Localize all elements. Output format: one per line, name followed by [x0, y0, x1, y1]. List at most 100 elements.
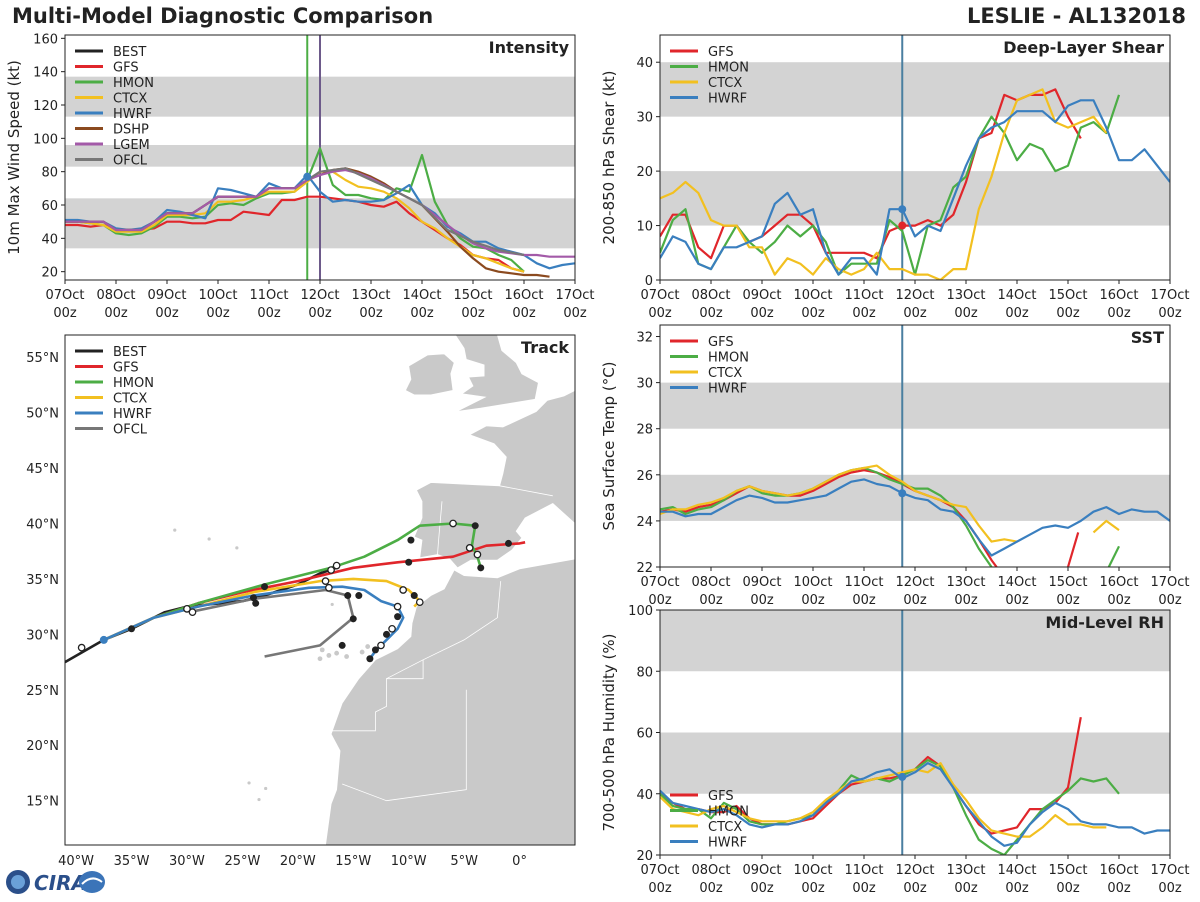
sst-xtick-hour: 00z	[1107, 593, 1131, 608]
track-legend-label-ctcx: CTCX	[113, 392, 147, 407]
track-position-hollow-12	[473, 550, 482, 559]
sst-ytick-label: 28	[636, 423, 653, 438]
sst-xtick-hour: 00z	[801, 593, 825, 608]
track-position-hollow-8	[399, 586, 408, 594]
rh-title: Mid-Level RH	[1045, 613, 1164, 632]
intensity-legend-label-ofcl: OFCL	[113, 154, 148, 169]
track-lat-label: 55°N	[26, 351, 59, 366]
track-lon-label: 25°W	[224, 854, 260, 869]
intensity-ytick-label: 20	[41, 266, 58, 281]
rh-analysis-dot	[898, 772, 907, 781]
intensity-analysis-dot	[303, 172, 312, 181]
sst-analysis-dot	[898, 489, 907, 498]
sst-xtick-label: 13Oct	[946, 575, 985, 590]
track-lat-label: 50°N	[26, 407, 59, 422]
intensity-xtick-label: 07Oct	[45, 288, 84, 303]
track-position-filled-4	[252, 599, 260, 607]
sst-line-ctcx-2	[660, 464, 1018, 543]
sst-line-hwrf-3	[660, 478, 1170, 557]
track-position-filled-10	[349, 615, 357, 623]
intensity-line-ofcl-7	[306, 167, 525, 257]
intensity-xtick-label: 10Oct	[198, 288, 237, 303]
shear-title: Deep-Layer Shear	[1003, 38, 1164, 57]
sst-xtick-label: 09Oct	[742, 575, 781, 590]
shear-xtick-hour: 00z	[1107, 306, 1131, 321]
shear-xtick-label: 15Oct	[1048, 288, 1087, 303]
track-title: Track	[521, 338, 569, 357]
rh-xtick-label: 08Oct	[691, 863, 730, 878]
sst-legend-label-ctcx: CTCX	[708, 366, 742, 381]
rh-xtick-label: 10Oct	[793, 863, 832, 878]
track-position-filled-11	[344, 592, 352, 600]
britain-land	[454, 335, 539, 412]
intensity-ytick-label: 80	[41, 166, 58, 181]
island-speck-6	[264, 786, 268, 791]
shear-xtick-label: 12Oct	[895, 288, 934, 303]
cira-logo: CIRA	[4, 866, 108, 898]
track-lon-label: 30°W	[169, 854, 205, 869]
track-position-filled-16	[471, 522, 479, 530]
track-position-hollow-1	[183, 604, 191, 613]
sst-xtick-label: 14Oct	[997, 575, 1036, 590]
intensity-series-group	[65, 147, 575, 278]
shear-legend-label-ctcx: CTCX	[708, 76, 742, 91]
panel-track: 15°N 20°N 25°N 30°N 35°N 40°N 45°N 50°N 55°N 40°W…	[26, 334, 576, 869]
shear-series-group	[660, 88, 1170, 280]
track-position-hollow-2	[188, 608, 197, 617]
sst-ytick-label: 30	[636, 377, 653, 392]
track-position-filled-5	[366, 655, 374, 663]
intensity-xtick-label: 11Oct	[249, 288, 288, 303]
track-position-hollow-4	[332, 561, 341, 570]
shear-xtick-label: 17Oct	[1150, 288, 1189, 303]
figure-title: Multi-Model Diagnostic Comparison	[12, 4, 434, 28]
rh-xtick-hour: 00z	[903, 881, 927, 896]
intensity-xtick-label: 12Oct	[300, 288, 339, 303]
rh-line-hwrf-3	[660, 761, 1170, 847]
shear-band-1	[660, 62, 1170, 117]
track-position-filled-17	[477, 564, 485, 572]
sst-xtick-label: 07Oct	[640, 575, 679, 590]
intensity-ytick-label: 160	[33, 32, 58, 47]
shear-xtick-hour: 00z	[648, 306, 672, 321]
panel-intensity: 20 40 60 80 100 120 140 160 07Oct 00z 08Oct 00z 09Oc…	[5, 32, 595, 321]
island-speck-0	[330, 602, 334, 607]
intensity-legend-label-hwrf: HWRF	[113, 107, 152, 122]
storm-id-title: LESLIE - AL132018	[966, 4, 1186, 28]
sst-xtick-hour: 00z	[699, 593, 723, 608]
sst-xtick-hour: 00z	[1005, 593, 1029, 608]
track-position-filled-12	[410, 592, 418, 600]
island-speck-2	[207, 537, 211, 541]
sst-xtick-hour: 00z	[750, 593, 774, 608]
intensity-xtick-label: 16Oct	[504, 288, 543, 303]
intensity-xtick-label: 09Oct	[147, 288, 186, 303]
shear-xtick-label: 14Oct	[997, 288, 1036, 303]
rh-ylabel: 700-500 hPa Humidity (%)	[600, 633, 618, 831]
rh-line-ctcx-2	[660, 761, 1107, 838]
intensity-xtick-hour: 00z	[308, 306, 332, 321]
rh-xtick-label: 17Oct	[1150, 863, 1189, 878]
rh-xtick-label: 12Oct	[895, 863, 934, 878]
track-lon-label: 35°W	[114, 854, 150, 869]
africa-land	[325, 558, 575, 845]
ireland-land	[404, 353, 455, 396]
island-speck-1	[235, 546, 239, 550]
sst-xtick-hour: 00z	[903, 593, 927, 608]
rh-ytick-label: 100	[628, 604, 653, 619]
canary-island-6	[317, 656, 323, 662]
track-position-hollow-10	[449, 519, 457, 528]
rh-xtick-label: 15Oct	[1048, 863, 1087, 878]
intensity-ytick-label: 120	[33, 99, 58, 114]
shear-ytick-label: 10	[636, 220, 653, 235]
rh-legend-label-gfs: GFS	[708, 789, 734, 804]
track-legend-label-best: BEST	[113, 345, 146, 360]
sst-xtick-label: 15Oct	[1048, 575, 1087, 590]
track-position-filled-7	[355, 592, 363, 600]
intensity-xtick-label: 14Oct	[402, 288, 441, 303]
track-lat-label: 30°N	[26, 628, 59, 643]
shear-xtick-hour: 00z	[699, 306, 723, 321]
canary-island-3	[334, 650, 340, 656]
rh-xtick-label: 16Oct	[1099, 863, 1138, 878]
rh-xtick-hour: 00z	[1107, 881, 1131, 896]
intensity-title: Intensity	[489, 38, 570, 57]
canary-island-1	[359, 649, 365, 655]
